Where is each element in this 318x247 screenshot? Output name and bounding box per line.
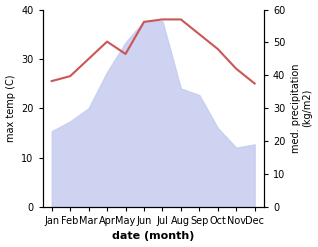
Y-axis label: med. precipitation
(kg/m2): med. precipitation (kg/m2) xyxy=(291,63,313,153)
X-axis label: date (month): date (month) xyxy=(112,231,194,242)
Y-axis label: max temp (C): max temp (C) xyxy=(5,74,16,142)
